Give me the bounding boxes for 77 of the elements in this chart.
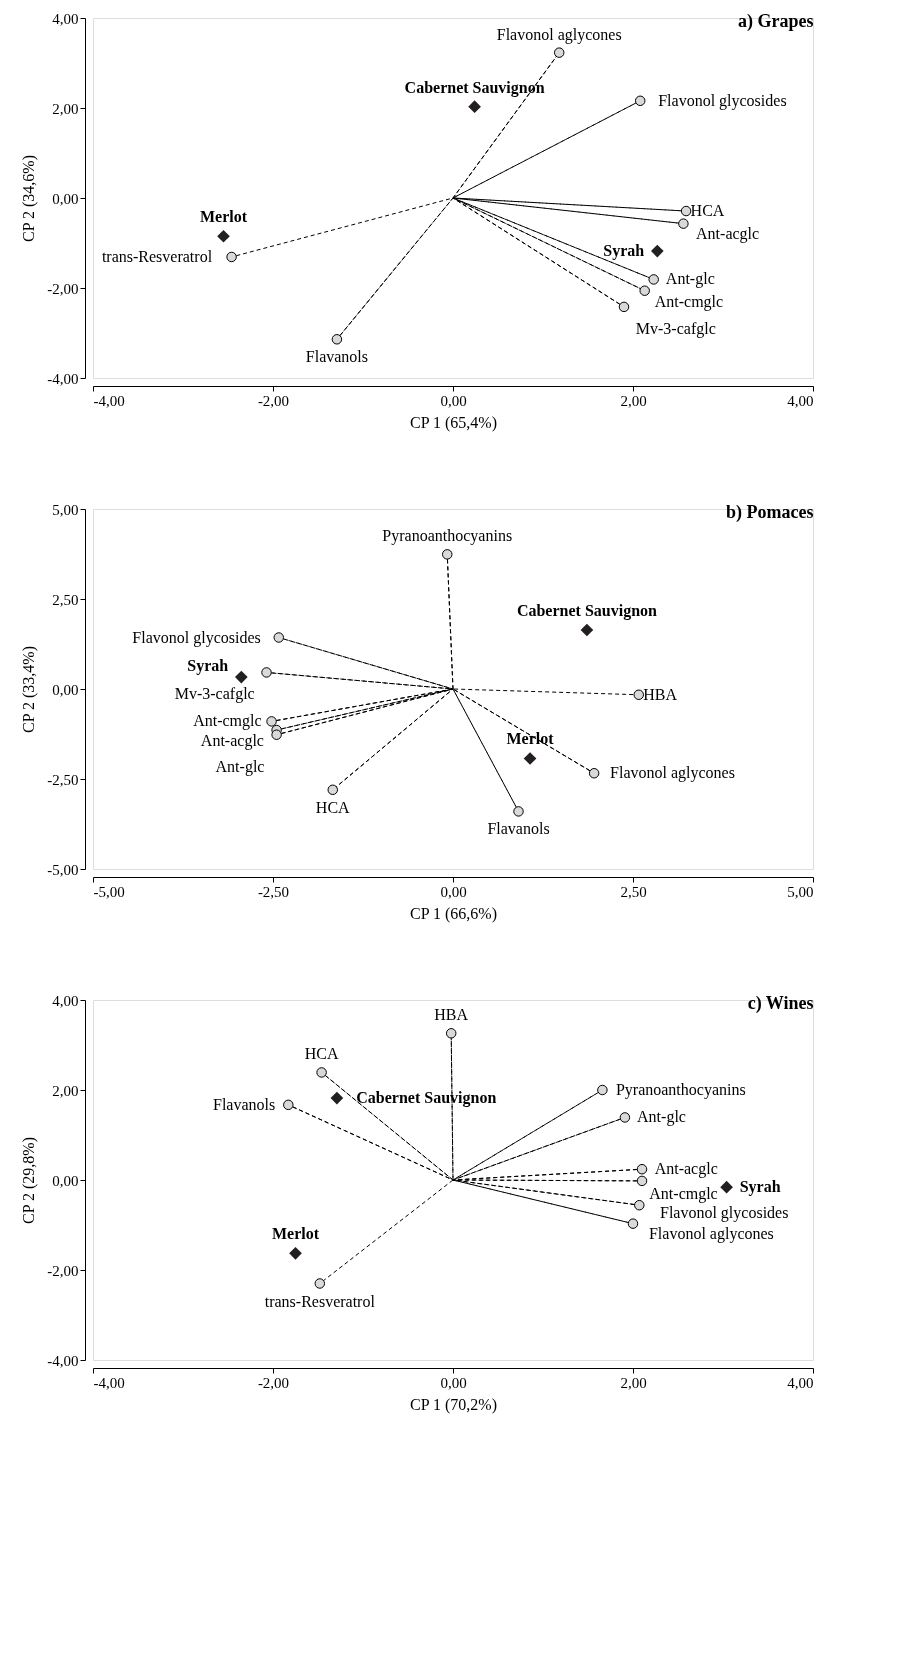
- annotation: HBA: [643, 685, 678, 703]
- annotation: Cabernet Sauvignon: [356, 1089, 497, 1108]
- annotation: Flavonol glycosides: [659, 1204, 789, 1223]
- annotation: Flavanols: [212, 1095, 276, 1113]
- annotation: Cabernet Sauvignon: [404, 78, 545, 97]
- annotation: Mv-3-cafglc: [174, 685, 255, 704]
- x-tick-label: -2,00: [257, 392, 290, 409]
- annotation: Pyranoanthocyanins: [382, 527, 513, 546]
- x-tick-label: -5,00: [93, 883, 125, 900]
- y-tick-label: 4,00: [52, 992, 79, 1009]
- y-tick-label: 0,00: [52, 681, 79, 698]
- y-tick-label: 4,00: [52, 10, 79, 27]
- annotation: Syrah: [603, 242, 645, 261]
- annotation: Pyranoanthocyanins: [615, 1081, 746, 1099]
- annotation: Merlot: [271, 1225, 320, 1243]
- y-axis-title: CP 2 (34,6%): [20, 155, 39, 242]
- annotation: HCA: [315, 798, 351, 816]
- y-tick-label: -2,00: [47, 280, 79, 297]
- y-tick-label: -2,50: [47, 771, 79, 788]
- x-tick-label: -4,00: [93, 392, 125, 409]
- annotation: Flavonol aglycones: [648, 1225, 774, 1244]
- x-tick-label: 4,00: [787, 1374, 814, 1391]
- annotation: HCA: [690, 202, 725, 220]
- annotation: Syrah: [187, 657, 229, 676]
- chart-title: a) Grapes: [738, 11, 814, 32]
- y-axis-title: CP 2 (29,8%): [20, 1137, 39, 1224]
- annotation: Syrah: [739, 1178, 781, 1197]
- y-tick-label: 5,00: [52, 501, 79, 518]
- x-tick-label: -2,00: [257, 1374, 290, 1391]
- x-tick-label: 0,00: [440, 392, 467, 409]
- annotation: Cabernet Sauvignon: [516, 601, 658, 620]
- annotation: Ant-acglc: [654, 1160, 718, 1179]
- x-tick-label: 2,00: [620, 1374, 647, 1391]
- y-tick-label: 0,00: [52, 1172, 79, 1189]
- annotation: Ant-acglc: [696, 225, 760, 244]
- annotation: Flavanols: [305, 348, 369, 366]
- annotation: Ant-glc: [637, 1108, 686, 1127]
- x-tick-label: 2,00: [620, 392, 647, 409]
- x-tick-label: 2,50: [620, 883, 647, 900]
- chart-title: b) Pomaces: [726, 502, 814, 523]
- annotation: Ant-acglc: [200, 731, 264, 750]
- x-tick-label: 5,00: [787, 883, 814, 900]
- annotation: Merlot: [506, 730, 555, 748]
- y-tick-label: -4,00: [47, 370, 79, 387]
- x-tick-label: 0,00: [440, 1374, 467, 1391]
- x-tick-label: 0,00: [440, 883, 467, 900]
- x-axis-title: CP 1 (65,4%): [410, 413, 497, 432]
- annotation: Flavonol glycosides: [132, 628, 261, 647]
- y-axis-title: CP 2 (33,4%): [20, 646, 39, 733]
- y-tick-label: -2,00: [47, 1262, 79, 1279]
- annotation: Flavonol aglycones: [610, 764, 735, 783]
- annotation: Flavonol aglycones: [496, 25, 622, 44]
- annotation: Ant-cmglc: [654, 292, 724, 311]
- x-axis-title: CP 1 (70,2%): [410, 1395, 497, 1414]
- annotation: Ant-cmglc: [193, 712, 262, 731]
- y-tick-label: 2,00: [52, 1082, 79, 1099]
- annotation: Flavonol glycosides: [658, 91, 787, 110]
- chart-title: c) Wines: [747, 993, 814, 1014]
- x-tick-label: -2,50: [257, 883, 290, 900]
- annotation: HCA: [304, 1045, 339, 1063]
- y-tick-label: -4,00: [47, 1352, 79, 1369]
- annotation: Ant-glc: [665, 270, 715, 289]
- annotation: Ant-cmglc: [649, 1185, 718, 1204]
- annotation: trans-Resveratrol: [264, 1292, 376, 1310]
- annotation: HBA: [434, 1006, 469, 1024]
- y-tick-label: 2,00: [52, 100, 79, 117]
- annotation: Ant-glc: [215, 758, 265, 777]
- y-tick-label: 2,50: [52, 591, 79, 608]
- annotation: Mv-3-cafglc: [635, 319, 716, 338]
- x-tick-label: 4,00: [787, 392, 814, 409]
- annotation: trans-Resveratrol: [101, 247, 213, 265]
- y-tick-label: 0,00: [52, 190, 79, 207]
- x-axis-title: CP 1 (66,6%): [410, 904, 497, 923]
- annotation: Merlot: [199, 208, 248, 226]
- annotation: Flavanols: [487, 820, 550, 838]
- x-tick-label: -4,00: [93, 1374, 125, 1391]
- y-tick-label: -5,00: [47, 861, 79, 878]
